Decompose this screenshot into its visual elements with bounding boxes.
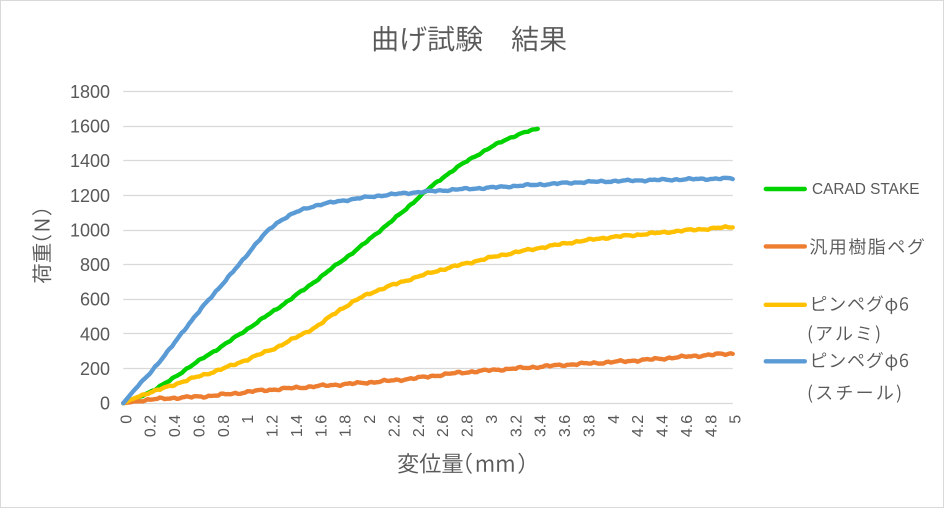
svg-text:0: 0 <box>118 415 135 424</box>
svg-text:2.4: 2.4 <box>411 415 428 437</box>
svg-text:400: 400 <box>80 324 110 344</box>
svg-text:0.2: 0.2 <box>143 415 160 437</box>
svg-text:2.6: 2.6 <box>435 415 452 437</box>
svg-text:600: 600 <box>80 290 110 310</box>
svg-text:0.8: 0.8 <box>216 415 233 437</box>
svg-text:3.6: 3.6 <box>557 415 574 437</box>
svg-text:1.6: 1.6 <box>313 415 330 437</box>
svg-text:4.4: 4.4 <box>655 415 672 437</box>
svg-text:1: 1 <box>240 415 257 424</box>
svg-text:0: 0 <box>100 394 110 414</box>
svg-text:3.2: 3.2 <box>508 415 525 437</box>
svg-text:4.2: 4.2 <box>630 415 647 437</box>
svg-text:2: 2 <box>362 415 379 424</box>
svg-text:1200: 1200 <box>70 186 110 206</box>
svg-text:0.6: 0.6 <box>191 415 208 437</box>
svg-text:2.2: 2.2 <box>386 415 403 437</box>
svg-text:200: 200 <box>80 359 110 379</box>
svg-text:CARAD STAKE: CARAD STAKE <box>812 181 919 198</box>
svg-text:1800: 1800 <box>70 82 110 102</box>
svg-text:1.8: 1.8 <box>338 415 355 437</box>
svg-text:5: 5 <box>728 415 745 424</box>
svg-text:2.8: 2.8 <box>460 415 477 437</box>
svg-text:4.6: 4.6 <box>679 415 696 437</box>
svg-text:3.4: 3.4 <box>533 415 550 437</box>
svg-text:1.4: 1.4 <box>289 415 306 437</box>
svg-text:4.8: 4.8 <box>703 415 720 437</box>
svg-text:4: 4 <box>606 415 623 424</box>
svg-text:1000: 1000 <box>70 220 110 240</box>
svg-text:3: 3 <box>484 415 501 424</box>
svg-text:1600: 1600 <box>70 117 110 137</box>
svg-text:0.4: 0.4 <box>167 415 184 437</box>
svg-text:800: 800 <box>80 255 110 275</box>
svg-text:1400: 1400 <box>70 151 110 171</box>
svg-text:1.2: 1.2 <box>265 415 282 437</box>
svg-text:3.8: 3.8 <box>581 415 598 437</box>
